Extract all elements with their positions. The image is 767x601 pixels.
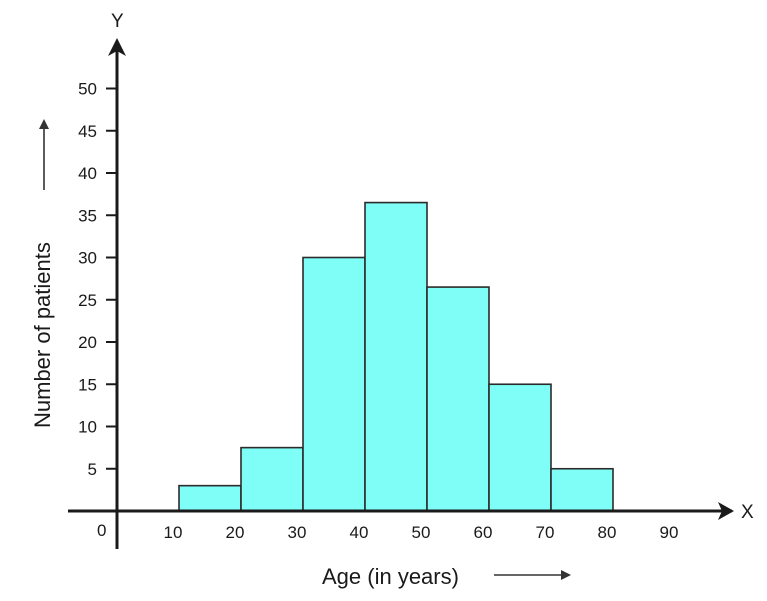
- histogram-bars: [178, 201, 614, 512]
- y-tick-label: 10: [78, 418, 97, 437]
- histogram-bar-70-80: [550, 467, 614, 512]
- y-axis-ticks: 5 10 15 20 25 30 35 40 45 50: [78, 80, 117, 479]
- y-tick-label: 15: [78, 375, 97, 394]
- x-tick-label: 10: [164, 523, 183, 542]
- y-title-arrow-icon: [39, 119, 49, 129]
- y-tick-label: 35: [78, 206, 97, 225]
- y-axis-letter: Y: [111, 11, 124, 32]
- y-tick-label: 40: [78, 164, 97, 183]
- x-axis-title: Age (in years): [322, 564, 459, 589]
- y-tick-label: 50: [78, 80, 97, 99]
- x-axis-letter: X: [741, 502, 754, 523]
- x-tick-label: 80: [598, 523, 617, 542]
- x-tick-label: 90: [660, 523, 679, 542]
- x-tick-label: 60: [474, 523, 493, 542]
- origin-label: 0: [97, 521, 106, 540]
- x-tick-label: 40: [350, 523, 369, 542]
- y-axis-arrow-icon: [108, 38, 126, 56]
- histogram-bar-50-60: [426, 286, 490, 512]
- x-tick-label: 20: [226, 523, 245, 542]
- y-tick-label: 5: [88, 460, 97, 479]
- histogram-bar-60-70: [488, 383, 552, 512]
- y-tick-label: 20: [78, 333, 97, 352]
- x-tick-label: 30: [288, 523, 307, 542]
- y-tick-label: 30: [78, 249, 97, 268]
- x-title-arrow-icon: [561, 570, 571, 580]
- histogram-bar-20-30: [240, 446, 304, 512]
- histogram-bar-30-40: [302, 256, 366, 512]
- y-axis-title: Number of patients: [30, 242, 55, 428]
- x-axis-ticks: 10 20 30 40 50 60 70 80 90: [164, 523, 679, 542]
- histogram-bar-40-50: [364, 201, 428, 512]
- y-tick-label: 45: [78, 122, 97, 141]
- x-tick-label: 70: [536, 523, 555, 542]
- y-tick-label: 25: [78, 291, 97, 310]
- histogram-bar-10-20: [178, 484, 242, 512]
- x-axis-arrow-icon: [718, 502, 734, 520]
- x-tick-label: 50: [412, 523, 431, 542]
